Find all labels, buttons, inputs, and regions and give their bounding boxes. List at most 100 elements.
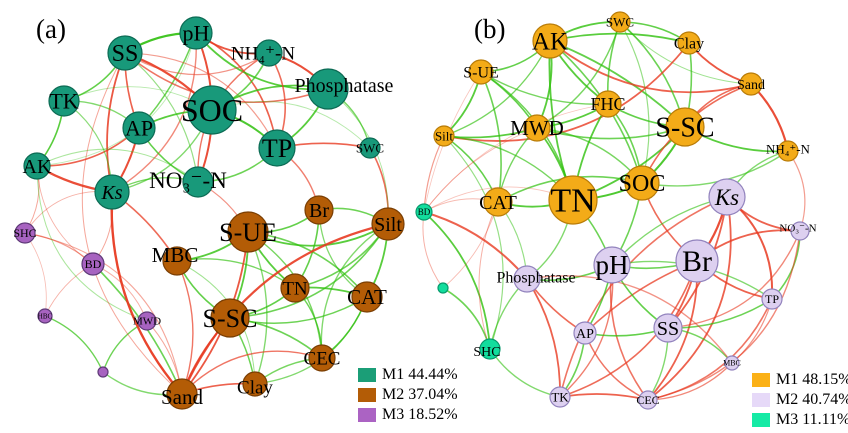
node-label-TN-a: TN (282, 278, 308, 299)
node-label-Clay-a: Clay (237, 377, 273, 398)
node-label-Ks-b: Ks (714, 185, 739, 210)
node-pH-b (593, 246, 631, 284)
node-S-SC-b (665, 107, 705, 147)
node-label-SS-b: SS (657, 318, 679, 340)
edge-NO3-NH4-b (787, 150, 806, 232)
edge-TK-Phosphatase-b (526, 278, 561, 398)
node-label-SWC-b: SWC (606, 14, 634, 29)
node-TN-a (280, 273, 310, 303)
edge-Sand-MBC-a (176, 260, 194, 395)
legend-label-m3: M3 18.52% (382, 406, 458, 423)
node-AK-a (23, 152, 51, 180)
node-label-CAT-b: CAT (479, 192, 517, 214)
node-FHC-b (594, 90, 622, 118)
node-SS-b (653, 313, 683, 343)
legend-row-m1: M1 48.15% (752, 371, 848, 389)
node-label-TP-b: TP (765, 292, 779, 306)
node-label-Br-a: Br (309, 200, 329, 222)
node-label-AK-a: AK (23, 156, 52, 178)
node-label-HBC-a: HBC (38, 312, 53, 320)
edge-Ks-CEC-b (647, 196, 732, 401)
legend-row-m1: M1 44.44% (358, 366, 458, 384)
node-label-TK-a: TK (49, 88, 78, 113)
edge-MWD-FHC-a (102, 320, 148, 373)
edge-pH-Ks-a (111, 32, 198, 193)
node-SWC-a (359, 137, 381, 159)
node-Ks-a (94, 174, 130, 210)
node-label-SOC-a: SOC (181, 92, 243, 128)
node-MBC-b (724, 355, 740, 371)
edge-Sand-Silt-a (180, 222, 390, 396)
node-label-CEC-a: CEC (304, 348, 341, 369)
node-label-SHC-b: SHC (473, 345, 500, 360)
edge-SS-TP-a (124, 52, 278, 149)
node-AP-a (122, 111, 156, 145)
node-label-MBC-b: MBC (723, 359, 741, 368)
edge-BD-Silt-b (423, 135, 445, 213)
edge-SHC-HBC-b (442, 287, 491, 350)
node-Sand-a (166, 378, 198, 410)
node-label-S-UE-b: S-UE (463, 64, 499, 81)
node-Silt-b (433, 125, 455, 147)
edge-Silt-SHC-b (443, 135, 504, 350)
edge-AK-NO3-a (36, 148, 199, 183)
node-SOC-b (624, 165, 660, 201)
edge-BD-FHC-b (423, 103, 609, 213)
node-Phosphatase-b (513, 265, 541, 293)
node-label-MWD-a: MWD (133, 316, 161, 328)
legend-row-m3: M3 11.11% (752, 411, 848, 429)
node-label-Br-b: Br (682, 245, 712, 278)
edge-BD-AK-a (36, 165, 94, 265)
node-label-Phosphatase-a: Phosphatase (295, 75, 394, 97)
node-TK-b (549, 386, 571, 408)
node-CEC-b (638, 390, 658, 410)
edge-SS-NO3-a (124, 52, 199, 183)
node-label-SS-a: SS (112, 41, 139, 67)
node-S-UE-b (468, 59, 494, 85)
node-CAT-a (351, 281, 383, 313)
node-label-TK-b: TK (551, 389, 569, 404)
node-label-TN-b: TN (550, 183, 595, 220)
edge-CEC-Silt-a (320, 223, 389, 359)
edge-TK-CEC-b (559, 393, 649, 401)
panel-label-a: (a) (36, 14, 66, 44)
edge-Ks-TK-b (559, 196, 728, 398)
node-label-NO3-b: NO₃⁻-N (779, 223, 816, 235)
edge-HBC-FHC-a (44, 315, 104, 373)
edge-SS-NH4-a (124, 52, 270, 76)
legend-panel-a: M1 44.44% M2 37.04% M3 18.52% (358, 366, 458, 424)
node-label-pH-b: pH (596, 250, 629, 280)
node-Br-b (675, 239, 719, 283)
node-Sand-b (739, 72, 763, 96)
edge-BD-SHC-b (423, 211, 491, 350)
node-pH-a (179, 16, 213, 50)
node-label-S-UE-a: S-UE (219, 218, 277, 247)
node-TP-b (761, 288, 783, 310)
node-label-Sand-b: Sand (737, 78, 765, 93)
node-label-Sand-a: Sand (161, 385, 204, 409)
edge-Sand-CEC-a (181, 350, 323, 395)
edge-NO3-CEC-b (647, 230, 801, 401)
node-SHC-b (479, 338, 501, 360)
edge-Phosphatase-Silt-a (327, 88, 389, 225)
node-Clay-b (677, 31, 701, 55)
legend-label-m3: M3 11.11% (776, 411, 848, 428)
edge-AP-CEC-b (584, 332, 649, 401)
legend-row-m2: M2 37.04% (358, 386, 458, 404)
node-BD-a (81, 252, 105, 276)
node-label-CEC-b: CEC (636, 393, 659, 407)
node-label-S-SC-a: S-SC (203, 304, 258, 333)
node-label-pH-a: pH (183, 20, 210, 45)
legend-swatch-m2-icon (752, 393, 770, 407)
node-label-TP-a: TP (262, 134, 292, 163)
panel-label-b: (b) (474, 14, 506, 44)
node-SWC-b (609, 11, 631, 33)
node-label-Ks-a: Ks (100, 182, 122, 204)
edge-Br-TK-b (559, 260, 698, 398)
node-AK-b (532, 23, 568, 59)
node-TN-b (548, 175, 598, 225)
node-label-Silt-b: Silt (435, 128, 453, 143)
legend-label-m1: M1 48.15% (776, 371, 848, 388)
